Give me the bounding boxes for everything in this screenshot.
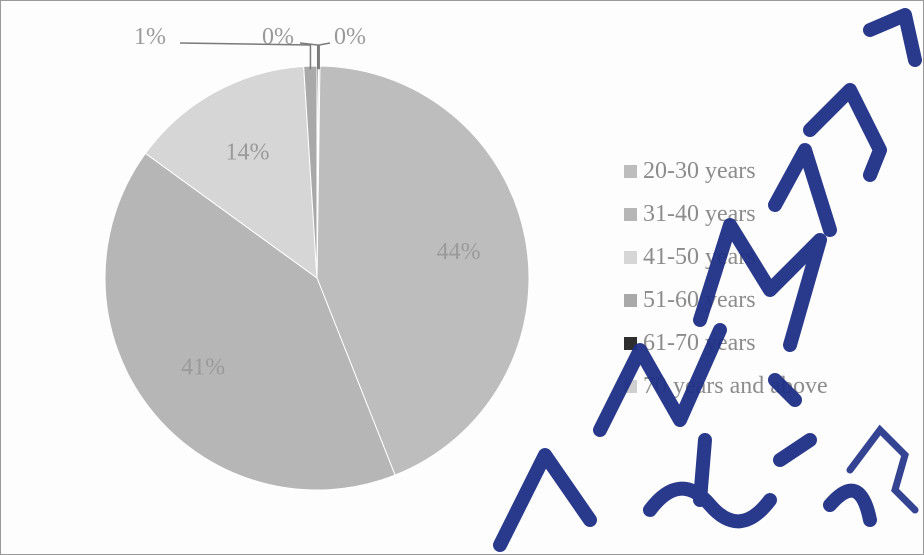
legend-item-5: 61-70 years [624,322,914,365]
data-label-3: 14% [226,140,270,166]
legend-item-1: 20-30 years [624,150,914,193]
legend-item-3: 41-50 years [624,236,914,279]
legend-swatch-6 [624,380,637,393]
pie-slice-2 [104,152,396,491]
legend-item-4: 51-60 years [624,279,914,322]
legend-label-1: 20-30 years [643,158,756,184]
legend-label-2: 31-40 years [643,201,756,227]
legend-swatch-1 [624,165,637,178]
legend: 20-30 years 31-40 years 41-50 years 51-60 y… [624,150,914,408]
legend-swatch-5 [624,337,637,350]
legend-swatch-2 [624,208,637,221]
pie-slice-3 [144,65,318,280]
pie-slice-1 [316,65,530,476]
legend-label-3: 41-50 years [643,244,756,270]
data-label-6: 0% [334,24,366,50]
legend-label-5: 61-70 years [643,330,756,356]
pie-slices [104,65,530,491]
data-labels: 44% 41% 14% 1% 0% 0% [134,24,481,380]
data-label-5: 0% [262,24,294,50]
legend-item-2: 31-40 years [624,193,914,236]
leader-line-4 [179,42,312,70]
legend-label-4: 51-60 years [643,287,756,313]
legend-item-6: 70 years and above [624,365,914,408]
leader-line-5 [299,42,319,70]
leader-line-6 [318,42,331,70]
data-label-2: 41% [181,354,225,380]
legend-label-6: 70 years and above [643,373,828,399]
leader-lines [179,42,331,70]
legend-swatch-4 [624,294,637,307]
legend-swatch-3 [624,251,637,264]
data-label-1: 44% [437,239,481,265]
data-label-4: 1% [134,24,166,50]
